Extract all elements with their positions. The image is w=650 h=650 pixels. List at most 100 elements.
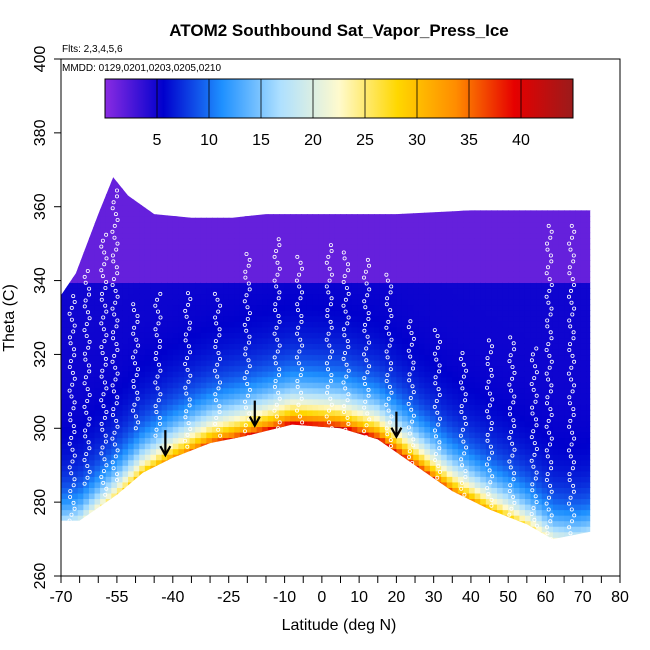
field-cell <box>200 437 207 444</box>
field-cell <box>167 271 174 278</box>
field-cell <box>178 498 185 505</box>
field-cell <box>88 304 96 311</box>
field-cell <box>318 526 325 533</box>
field-cell <box>83 487 90 494</box>
field-cell <box>446 398 453 405</box>
field-cell <box>61 548 67 554</box>
field-cell <box>128 249 135 256</box>
field-cell <box>144 515 152 522</box>
field-cell <box>111 188 118 195</box>
field-cell <box>301 376 308 383</box>
field-cell <box>200 454 207 461</box>
field-cell <box>77 487 84 494</box>
field-cell <box>239 177 247 178</box>
field-cell <box>195 287 202 295</box>
field-cell <box>100 548 106 554</box>
field-cell <box>195 509 202 516</box>
field-cell <box>72 293 79 300</box>
field-cell <box>223 509 230 516</box>
field-cell <box>267 431 275 439</box>
field-cell <box>346 498 353 505</box>
field-cell <box>206 265 213 272</box>
field-cell <box>105 310 112 317</box>
field-cell <box>340 492 347 500</box>
field-cell <box>334 265 342 272</box>
field-cell <box>133 232 140 239</box>
field-cell <box>318 254 325 261</box>
field-cell <box>295 210 302 217</box>
field-cell <box>77 227 84 234</box>
field-cell <box>245 238 252 245</box>
field-cell <box>150 476 157 483</box>
field-cell <box>323 509 330 516</box>
field-cell <box>306 520 314 527</box>
field-cell <box>211 265 219 272</box>
field-cell <box>195 365 202 372</box>
field-cell <box>362 254 370 261</box>
field-cell <box>362 431 370 439</box>
field-cell <box>150 543 156 549</box>
field-cell <box>167 299 174 306</box>
field-cell <box>340 454 347 461</box>
field-cell <box>228 265 235 272</box>
field-cell <box>128 199 135 206</box>
field-cell <box>128 193 135 200</box>
field-cell <box>72 354 79 361</box>
field-cell <box>66 193 73 200</box>
field-cell <box>77 365 84 372</box>
field-cell <box>273 543 279 549</box>
field-cell <box>447 161 453 167</box>
field-cell <box>357 426 364 433</box>
field-cell <box>77 481 84 488</box>
field-cell <box>446 321 453 328</box>
field-cell <box>408 548 414 554</box>
field-cell <box>374 476 381 483</box>
field-cell <box>396 276 403 284</box>
field-cell <box>217 271 224 278</box>
field-cell <box>245 199 252 206</box>
field-cell <box>66 465 73 472</box>
field-cell <box>346 359 353 367</box>
field-cell <box>116 359 124 367</box>
field-cell <box>206 409 213 416</box>
field-cell <box>72 337 79 344</box>
field-cell <box>133 437 140 444</box>
field-cell <box>312 437 319 444</box>
field-cell <box>77 409 84 416</box>
field-cell <box>374 232 381 239</box>
field-cell <box>318 437 325 444</box>
field-cell <box>284 454 291 461</box>
field-cell <box>295 199 302 206</box>
field-cell <box>83 260 90 267</box>
field-cell <box>100 221 107 228</box>
field-cell <box>139 161 145 167</box>
field-cell <box>290 404 297 411</box>
field-cell <box>156 276 163 284</box>
field-cell <box>407 177 414 184</box>
field-cell <box>195 382 202 389</box>
field-cell <box>144 498 152 505</box>
field-cell <box>100 188 107 195</box>
field-cell <box>346 448 353 455</box>
field-cell <box>211 509 219 516</box>
field-cell <box>391 161 397 167</box>
field-cell <box>340 243 347 250</box>
field-cell <box>413 210 420 217</box>
field-cell <box>251 426 258 433</box>
field-cell <box>396 221 403 228</box>
field-cell <box>407 448 414 455</box>
field-cell <box>256 282 263 289</box>
field-cell <box>267 321 275 328</box>
field-cell <box>385 182 392 189</box>
field-cell <box>172 287 179 295</box>
field-cell <box>77 448 84 455</box>
field-cell <box>77 531 84 538</box>
field-cell <box>122 326 129 333</box>
field-cell <box>362 182 370 189</box>
field-cell <box>396 465 403 472</box>
field-cell <box>262 326 269 333</box>
field-cell <box>301 487 308 494</box>
field-cell <box>346 531 353 538</box>
field-cell <box>290 265 297 272</box>
field-cell <box>407 199 414 206</box>
